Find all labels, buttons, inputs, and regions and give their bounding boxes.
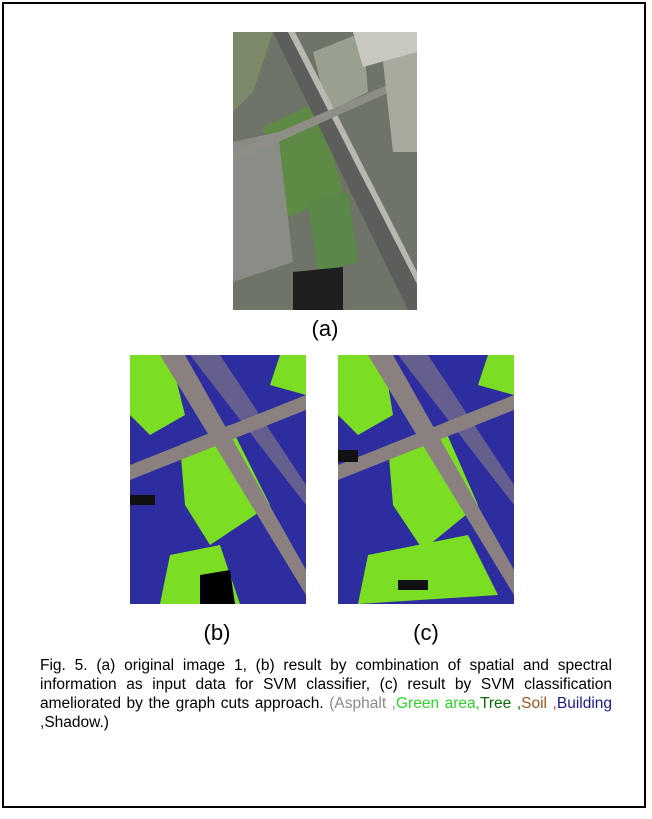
original-image [233, 32, 417, 310]
figure-caption: Fig. 5. (a) original image 1, (b) result… [40, 656, 612, 732]
image-label: (a) [285, 316, 365, 342]
svm-result-image [130, 355, 306, 604]
legend-item: Green area, [396, 695, 480, 712]
legend-item: Tree , [480, 695, 521, 712]
image-label: (c) [386, 620, 466, 646]
image-label: (b) [177, 620, 257, 646]
legend-item: (Asphalt , [329, 695, 396, 712]
graph-cuts-result-image [338, 355, 514, 604]
legend-item: Soil , [521, 695, 557, 712]
legend-item: Shadow.) [44, 714, 109, 731]
